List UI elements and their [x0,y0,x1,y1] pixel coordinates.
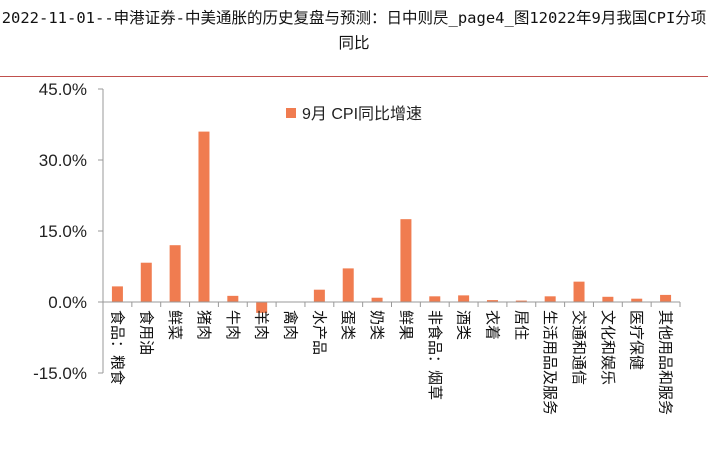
bar [515,300,527,302]
category-label: 衣着 [483,310,501,340]
y-tick-label: 30.0% [39,151,87,170]
category-label: 居住 [512,310,530,340]
y-tick-label: 45.0% [39,80,87,99]
category-label: 酒类 [455,310,473,340]
bar [371,297,383,302]
bars [111,131,672,313]
bar [602,296,614,302]
bar [198,131,210,302]
bar [544,296,556,302]
bar [486,300,498,302]
category-label: 非食品：烟草 [426,310,444,400]
category-label: 生活用品及服务 [541,310,559,415]
bar [400,219,412,302]
header-divider [0,76,708,77]
bar [169,245,181,302]
bar [429,296,441,302]
category-label: 鲜果 [397,310,415,340]
legend-label: 9月 CPI同比增速 [302,105,422,123]
y-tick-label: -15.0% [33,364,87,383]
category-label: 食品：粮食 [108,310,126,385]
category-labels: 食品：粮食 食用油 鲜菜 猪肉 牛肉 羊肉 禽肉 水产品 蛋类 奶类 鲜果 非食品：烟草 酒类 衣着 居住生… [108,310,674,415]
category-label: 医疗保健 [628,310,646,370]
category-label: 交通和通信 [570,310,588,385]
category-label: 鲜菜 [166,310,184,340]
category-label: 禽肉 [282,310,300,340]
category-label: 蛋类 [339,310,357,340]
legend-swatch [286,108,296,118]
bar [111,286,123,302]
legend: 9月 CPI同比增速 [286,105,422,123]
page-title: 2022-11-01--申港证券-中美通胀的历史复盘与预测：日中则昃_page4… [1,9,707,52]
bar [227,295,239,302]
bar [660,294,672,302]
category-label: 牛肉 [224,310,242,340]
bar [342,268,354,302]
category-label: 羊肉 [253,310,271,340]
category-label: 文化和娱乐 [599,310,617,385]
bar [256,302,268,313]
bar [573,281,585,302]
category-label: 猪肉 [195,310,213,340]
category-label: 水产品 [310,310,328,355]
y-tick-label: 0.0% [48,293,87,312]
y-axis: -15.0% 0.0% 15.0% 30.0% 45.0% [33,80,104,383]
x-axis [102,301,681,307]
category-label: 食用油 [137,310,155,355]
bar [631,298,643,302]
bar [140,262,152,302]
category-label: 奶类 [368,310,386,340]
category-label: 其他用品和服务 [657,310,675,415]
y-tick-label: 15.0% [39,222,87,241]
bar [458,295,470,302]
bar [313,289,325,302]
